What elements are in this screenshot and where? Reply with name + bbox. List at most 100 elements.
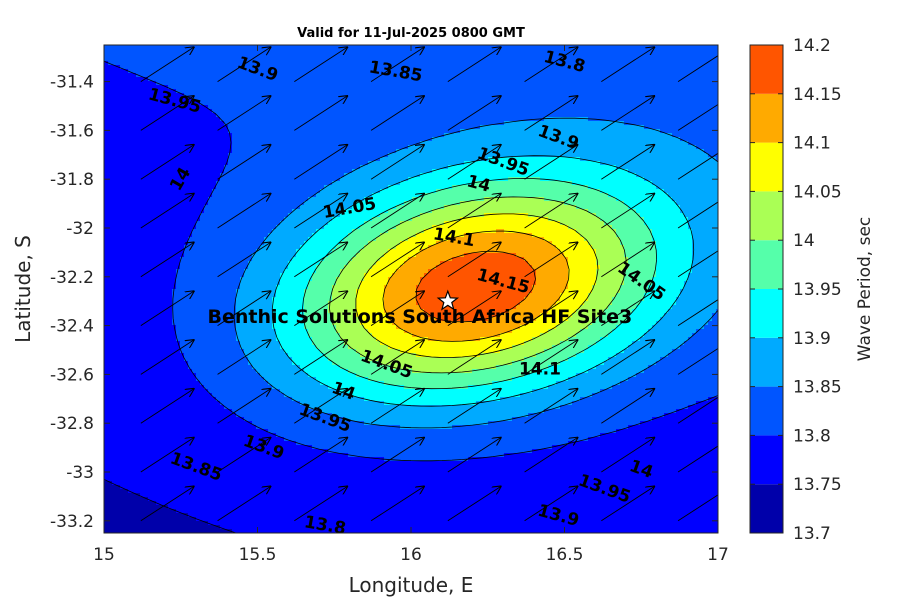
field-cell (208, 165, 213, 170)
field-cell (168, 105, 173, 110)
field-cell (152, 181, 157, 186)
field-cell (128, 449, 133, 454)
field-cell (220, 61, 225, 66)
field-cell (124, 437, 129, 442)
field-cell (108, 129, 113, 134)
field-cell (176, 169, 181, 174)
field-cell (160, 137, 165, 142)
field-cell (252, 69, 257, 74)
field-cell (148, 185, 153, 190)
field-cell (136, 345, 141, 350)
field-cell (260, 357, 265, 362)
field-cell (184, 113, 189, 118)
field-cell (176, 165, 181, 170)
field-cell (144, 373, 149, 378)
field-cell (152, 141, 157, 146)
field-cell (240, 69, 245, 74)
field-cell (172, 341, 177, 346)
field-cell (216, 269, 221, 274)
field-cell (192, 217, 197, 222)
field-cell (116, 473, 121, 478)
field-cell (260, 517, 265, 522)
field-cell (140, 485, 145, 490)
field-cell (184, 225, 189, 230)
field-cell (256, 73, 261, 78)
field-cell (148, 357, 153, 362)
field-cell (256, 217, 261, 222)
field-cell (136, 301, 141, 306)
field-cell (112, 205, 117, 210)
field-cell (136, 269, 141, 274)
field-cell (108, 329, 113, 334)
field-cell (144, 477, 149, 482)
field-cell (260, 397, 265, 402)
field-cell (140, 153, 145, 158)
field-cell (196, 45, 201, 50)
field-cell (172, 61, 177, 66)
field-cell (208, 509, 213, 514)
field-cell (124, 525, 129, 530)
field-cell (128, 65, 133, 70)
field-cell (216, 329, 221, 334)
field-cell (256, 109, 261, 114)
field-cell (204, 333, 209, 338)
field-cell (232, 513, 237, 518)
field-cell (172, 117, 177, 122)
field-cell (112, 109, 117, 114)
field-cell (244, 173, 249, 178)
field-cell (168, 137, 173, 142)
field-cell (180, 361, 185, 366)
field-cell (180, 385, 185, 390)
field-cell (208, 525, 213, 530)
field-cell (172, 181, 177, 186)
field-cell (248, 61, 253, 66)
field-cell (208, 205, 213, 210)
field-cell (140, 513, 145, 518)
field-cell (200, 217, 205, 222)
field-cell (224, 325, 229, 330)
field-cell (228, 185, 233, 190)
field-cell (192, 301, 197, 306)
field-cell (128, 77, 133, 82)
field-cell (140, 517, 145, 522)
field-cell (120, 109, 125, 114)
field-cell (176, 489, 181, 494)
field-cell (216, 493, 221, 498)
field-cell (184, 337, 189, 342)
field-cell (128, 473, 133, 478)
field-cell (116, 461, 121, 466)
field-cell (196, 245, 201, 250)
field-cell (216, 201, 221, 206)
field-cell (192, 521, 197, 526)
field-cell (128, 401, 133, 406)
field-cell (152, 473, 157, 478)
field-cell (192, 77, 197, 82)
field-cell (128, 261, 133, 266)
field-cell (156, 497, 161, 502)
field-cell (232, 225, 237, 230)
field-cell (248, 125, 253, 130)
field-cell (260, 113, 265, 118)
field-cell (140, 129, 145, 134)
field-cell (240, 305, 245, 310)
field-cell (228, 329, 233, 334)
field-cell (248, 485, 253, 490)
field-cell (120, 105, 125, 110)
field-cell (160, 301, 165, 306)
field-cell (256, 65, 261, 70)
field-cell (248, 401, 253, 406)
field-cell (160, 289, 165, 294)
field-cell (240, 221, 245, 226)
field-cell (252, 105, 257, 110)
field-cell (168, 205, 173, 210)
field-cell (124, 417, 129, 422)
field-cell (216, 349, 221, 354)
field-cell (228, 277, 233, 282)
field-cell (212, 201, 217, 206)
field-cell (200, 101, 205, 106)
field-cell (244, 461, 249, 466)
field-cell (128, 481, 133, 486)
field-cell (248, 501, 253, 506)
field-cell (184, 477, 189, 482)
field-cell (208, 353, 213, 358)
